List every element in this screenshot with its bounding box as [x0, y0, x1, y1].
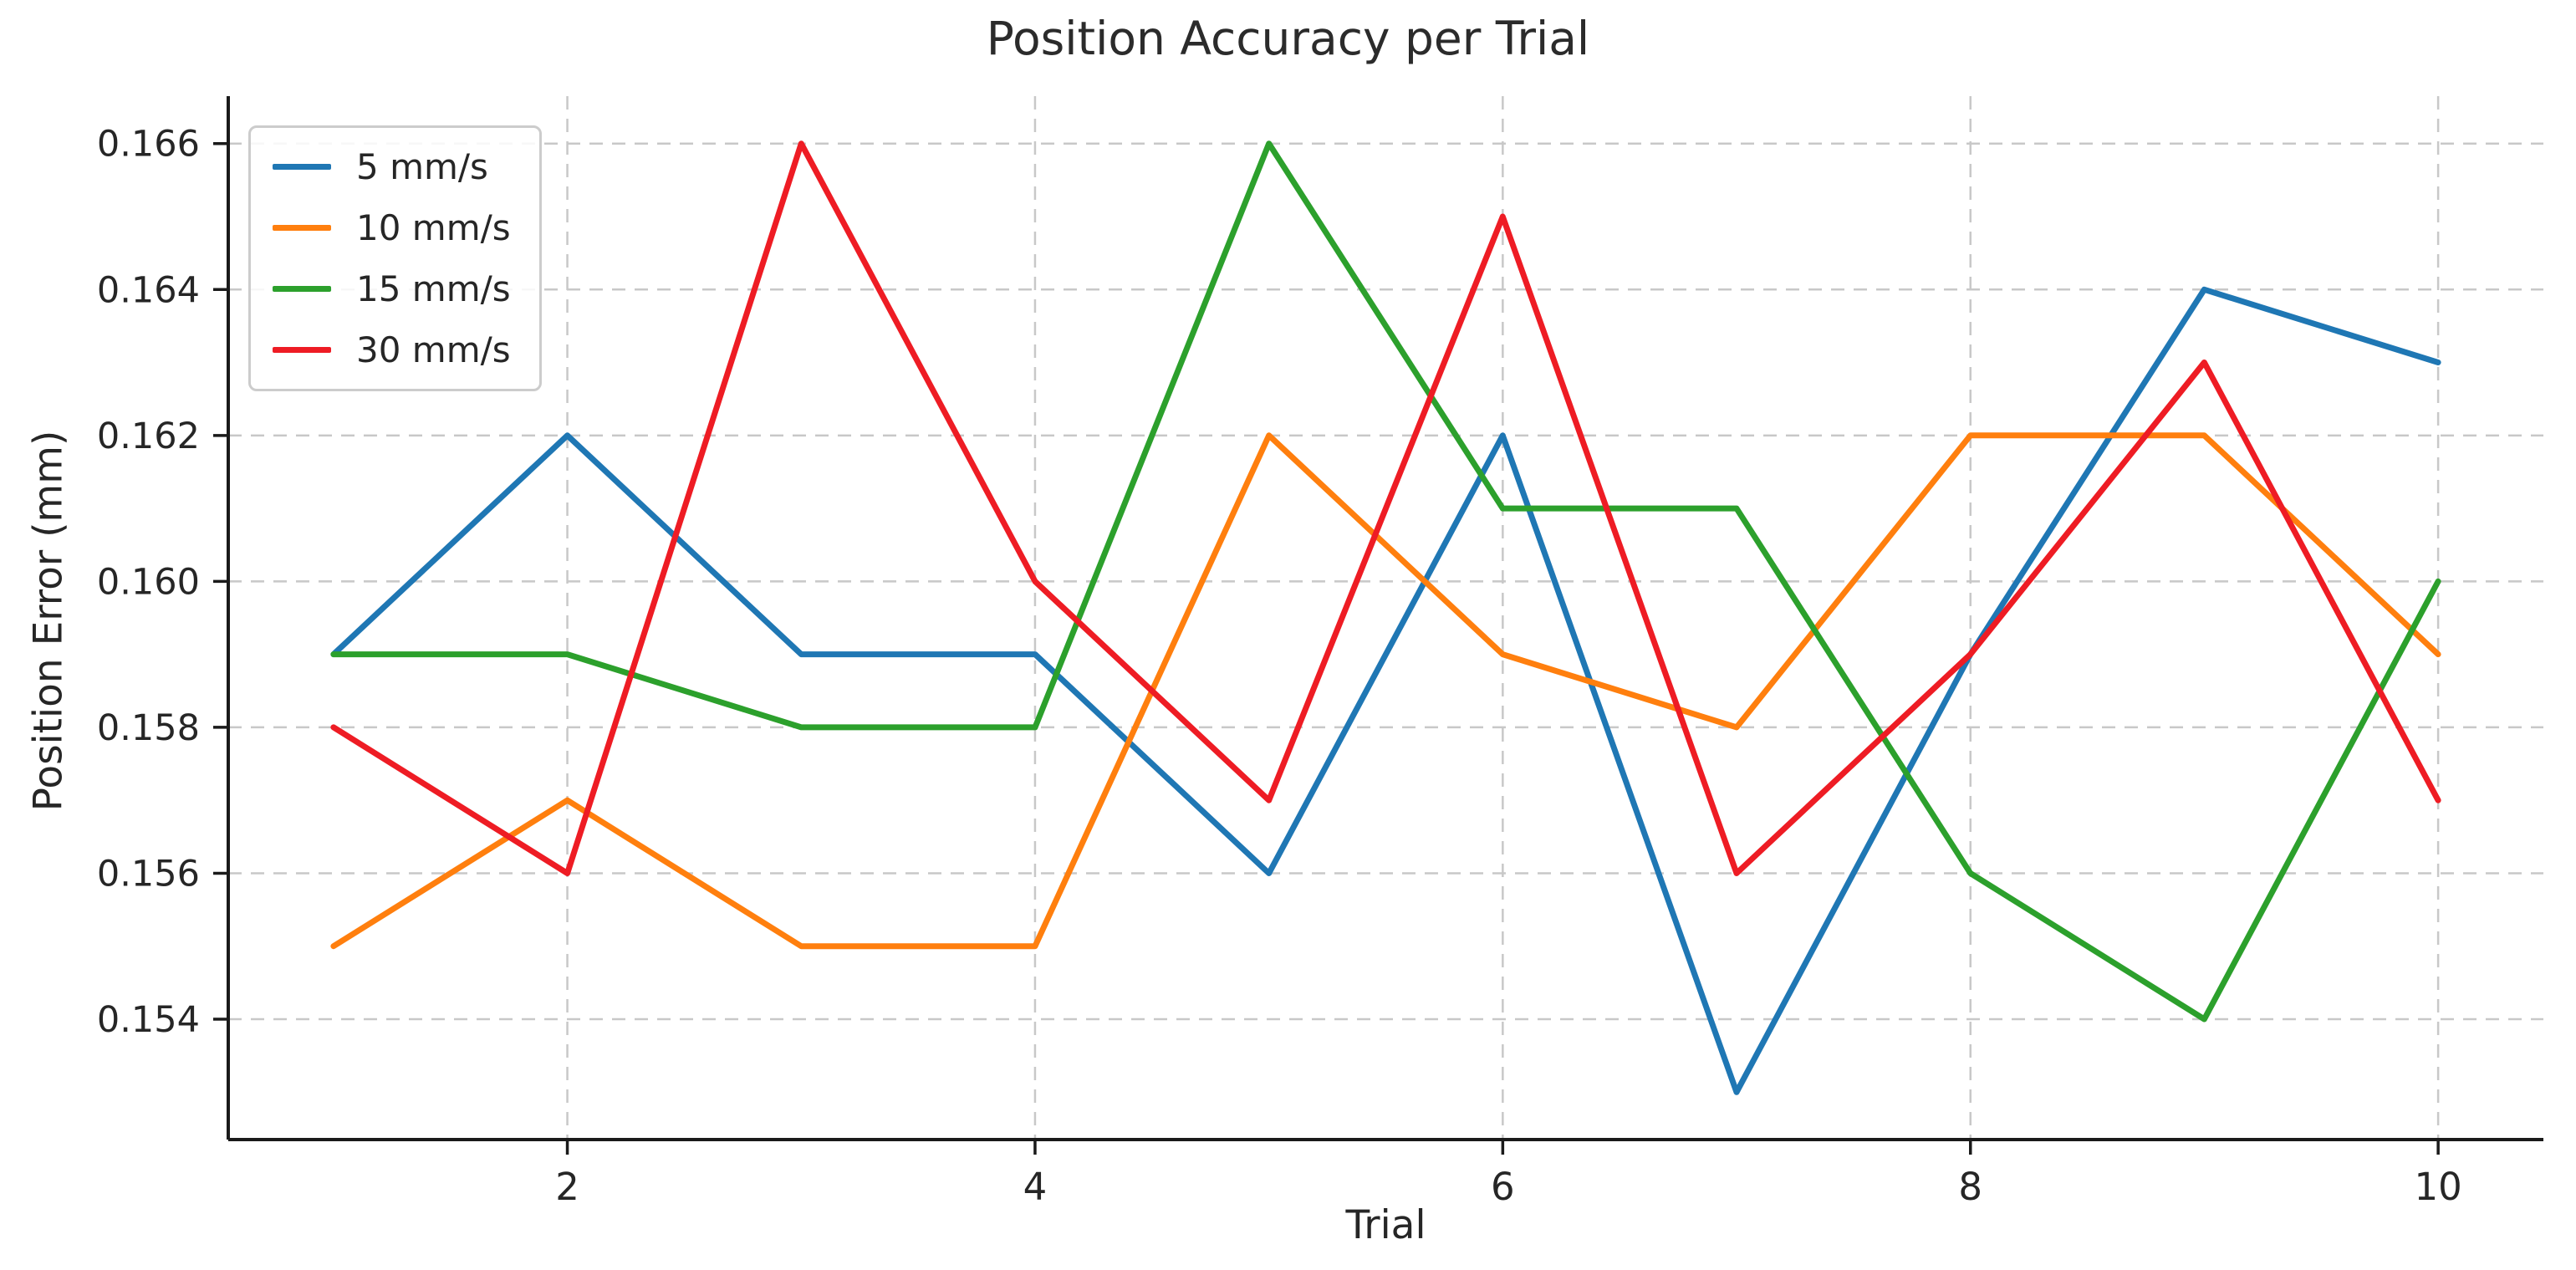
- legend-item: 30 mm/s: [273, 329, 511, 370]
- y-tick-label: 0.156: [97, 853, 200, 895]
- y-tick-label: 0.158: [97, 707, 200, 749]
- x-tick-label: 4: [1023, 1165, 1048, 1209]
- y-tick-label: 0.154: [97, 999, 200, 1041]
- x-tick-label: 8: [1958, 1165, 1982, 1209]
- x-tick-label: 2: [555, 1165, 579, 1209]
- legend: 5 mm/s 10 mm/s 15 mm/s 30 mm/s: [248, 125, 542, 391]
- chart-title: Position Accuracy per Trial: [986, 12, 1590, 65]
- legend-label: 30 mm/s: [356, 329, 511, 370]
- y-axis-label: Position Error (mm): [25, 430, 72, 812]
- series-line-10-mm-s: [330, 432, 2441, 950]
- series-line-5-mm-s: [330, 286, 2441, 1095]
- legend-line-swatch: [273, 286, 331, 292]
- legend-label: 15 mm/s: [356, 268, 511, 309]
- y-tick-label: 0.164: [97, 269, 200, 311]
- legend-line-swatch: [273, 347, 331, 353]
- legend-item: 10 mm/s: [273, 207, 511, 248]
- y-tick-label: 0.162: [97, 416, 200, 457]
- x-axis-label: Trial: [1345, 1202, 1426, 1248]
- y-tick-label: 0.166: [97, 124, 200, 166]
- x-tick-label: 10: [2415, 1165, 2462, 1209]
- series-line-15-mm-s: [330, 140, 2441, 1023]
- y-tick-label: 0.160: [97, 561, 200, 603]
- legend-item: 15 mm/s: [273, 268, 511, 309]
- legend-line-swatch: [273, 225, 331, 231]
- series-line-30-mm-s: [330, 140, 2441, 876]
- legend-label: 5 mm/s: [356, 146, 488, 187]
- x-tick-label: 6: [1491, 1165, 1515, 1209]
- legend-line-swatch: [273, 164, 331, 170]
- legend-item: 5 mm/s: [273, 146, 511, 187]
- legend-label: 10 mm/s: [356, 207, 511, 248]
